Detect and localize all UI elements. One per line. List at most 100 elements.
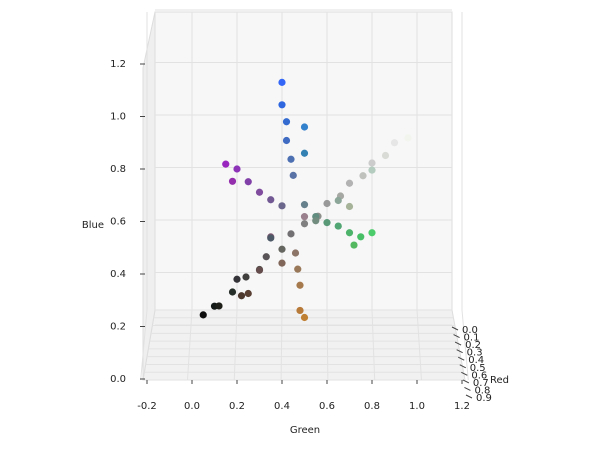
point (312, 217, 320, 225)
point (296, 306, 304, 315)
x-axis-label: Green (290, 425, 320, 436)
x-tick-label: 0.2 (229, 401, 245, 412)
x-tick-label: 0.8 (364, 401, 380, 412)
z-tick-label: 0.8 (110, 164, 126, 175)
point (255, 266, 264, 274)
y-tick (456, 349, 463, 354)
point (199, 311, 207, 319)
point (287, 155, 295, 163)
grid-line (140, 309, 148, 381)
point (323, 219, 331, 227)
y-axis-label: Red (490, 375, 509, 386)
z-tick-label: 0.2 (110, 322, 126, 333)
points (199, 78, 412, 322)
y-tick-label: 0.7 (473, 378, 489, 389)
y-tick (451, 326, 459, 331)
point (291, 249, 300, 257)
point (289, 171, 297, 179)
point (282, 136, 291, 145)
point (278, 245, 286, 253)
grid-line (326, 309, 329, 381)
x-tick-label: 1.2 (454, 401, 470, 412)
x-tick-label: 0.4 (274, 401, 290, 412)
point (300, 201, 309, 209)
y-tick-label: 0.2 (465, 340, 481, 351)
z-tick-label: 0.0 (110, 374, 126, 385)
point (242, 273, 250, 281)
point (228, 177, 237, 185)
point (287, 230, 295, 238)
y-tick-label: 0.8 (474, 385, 490, 396)
point (359, 172, 367, 180)
point (323, 199, 331, 208)
point (345, 179, 354, 187)
point (350, 241, 358, 249)
point (345, 229, 354, 237)
grid-line (371, 309, 376, 381)
y-tick-label: 0.9 (476, 393, 492, 404)
grid-line (186, 309, 193, 381)
y-tick-label: 0.1 (464, 333, 480, 344)
y-tick (464, 386, 471, 391)
point (237, 292, 246, 300)
z-tick-label: 0.4 (110, 269, 126, 280)
y-tick (465, 394, 473, 399)
y-tick (459, 364, 467, 369)
point (300, 213, 309, 221)
z-tick-label: 0.6 (110, 217, 126, 228)
point (244, 289, 252, 298)
point (278, 101, 286, 109)
point (278, 259, 286, 267)
point (278, 78, 286, 86)
point (262, 253, 270, 261)
point (255, 188, 264, 196)
point (300, 123, 309, 131)
point (222, 160, 230, 168)
point (233, 275, 241, 283)
y-tick (457, 356, 465, 361)
grid-line (416, 309, 422, 381)
point (215, 302, 223, 310)
point (300, 149, 309, 157)
y-tick-label: 0.3 (467, 348, 483, 359)
point (368, 229, 376, 237)
y-tick-label: 0.4 (468, 355, 484, 366)
point (390, 139, 399, 147)
z-tick-label: 1.2 (110, 59, 126, 70)
y-tick (453, 334, 460, 339)
x-tick-label: 0.6 (319, 401, 335, 412)
grid-line (233, 309, 238, 381)
point (267, 196, 275, 204)
point (368, 159, 376, 167)
point (381, 151, 390, 160)
y-tick (454, 341, 462, 346)
point (228, 288, 237, 296)
y-tick (462, 379, 470, 384)
grid-line (280, 309, 283, 381)
x-tick-label: 1.0 (409, 401, 425, 412)
x-tick-label: -0.2 (137, 401, 157, 412)
z-tick-label: 1.0 (110, 112, 126, 123)
point (334, 196, 342, 205)
point (334, 222, 342, 230)
point (278, 202, 286, 210)
point (300, 313, 309, 322)
back-pane (154, 11, 453, 311)
y-tick-label: 0.6 (471, 370, 487, 381)
point (244, 178, 252, 186)
point (267, 234, 275, 242)
y-tick-label: 0.5 (470, 363, 486, 374)
y-tick (461, 371, 468, 376)
x-tick-label: 0.0 (184, 401, 200, 412)
z-axis-label: Blue (82, 220, 104, 231)
point (294, 265, 302, 273)
point (368, 166, 376, 174)
point (296, 281, 304, 289)
point (345, 202, 354, 211)
point (300, 220, 309, 228)
point (357, 233, 365, 241)
point (282, 118, 291, 126)
point (404, 134, 412, 142)
